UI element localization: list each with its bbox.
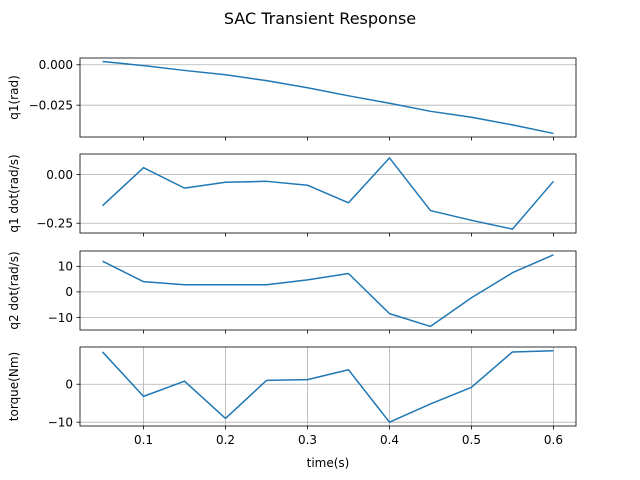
y-tick-label: 10 — [58, 260, 73, 274]
axes-frame — [79, 153, 577, 234]
subplot-3: 10 0 −10 q2 dot(rad/s) — [7, 250, 577, 334]
subplot-2: 0.00 −0.25 q1 dot(rad/s) — [7, 153, 577, 237]
axes-frame — [79, 57, 577, 138]
y-tick-label: 0 — [65, 378, 73, 392]
y-axis-label: torque(Nm) — [7, 352, 21, 421]
x-tick-label: 0.6 — [544, 433, 563, 447]
y-tick-label: −0.25 — [36, 217, 73, 231]
series-line — [102, 254, 554, 328]
x-tick-label: 0.2 — [216, 433, 235, 447]
x-tick-label: 0.3 — [298, 433, 317, 447]
axes-frame — [79, 250, 577, 331]
y-axis-label: q1(rad) — [7, 75, 21, 120]
figure-title: SAC Transient Response — [224, 9, 416, 28]
x-tick-label: 0.5 — [462, 433, 481, 447]
y-tick-label: −10 — [48, 416, 73, 430]
y-tick-label: 0 — [65, 285, 73, 299]
y-tick-label: −10 — [48, 311, 73, 325]
y-tick-label: 0.000 — [39, 58, 73, 72]
y-tick-label: −0.025 — [29, 98, 73, 112]
axes-layer: 0.000 −0.025 q1(rad) 0.00 −0.25 q1 dot(rad/s)… — [7, 57, 577, 447]
y-axis-label: q2 dot(rad/s) — [7, 251, 21, 329]
series-line — [102, 157, 555, 230]
x-axis-label: time(s) — [307, 456, 350, 470]
x-tick-label: 0.1 — [134, 433, 153, 447]
subplot-1: 0.000 −0.025 q1(rad) — [7, 57, 577, 141]
subplot-4: 0 −10 0.1 0.2 0.3 0.4 0.5 0.6 torque(Nm) — [7, 346, 577, 447]
series-line — [101, 350, 554, 423]
axes-frame — [79, 346, 577, 427]
series-line — [102, 60, 554, 135]
y-tick-label: 0.00 — [46, 168, 73, 182]
x-tick-label: 0.4 — [380, 433, 399, 447]
y-axis-label: q1 dot(rad/s) — [7, 154, 21, 232]
